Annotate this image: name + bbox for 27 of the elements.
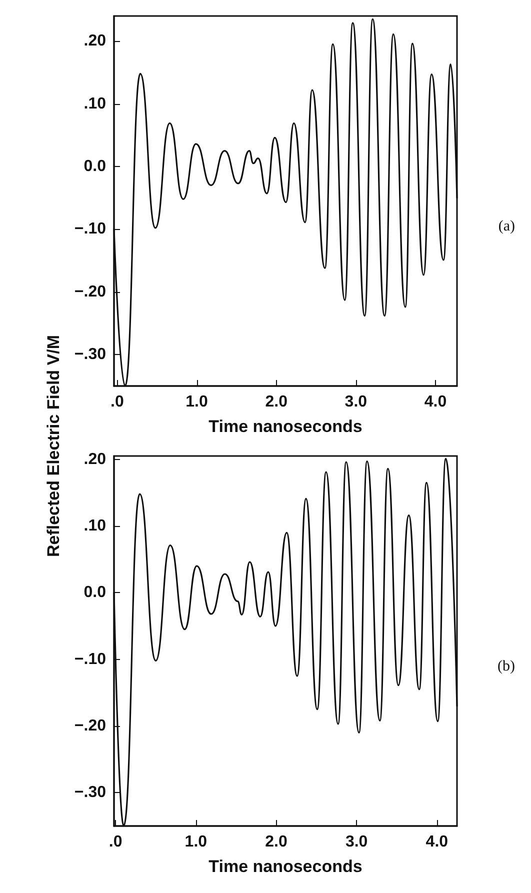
x-tick-label: 3.0 (344, 394, 368, 410)
x-tick-label: 4.0 (424, 394, 447, 410)
x-tick-label: 3.0 (345, 834, 368, 850)
y-tick-label: −.20 (74, 718, 106, 734)
x-tick-label: 1.0 (186, 394, 208, 410)
text: (b) (498, 658, 516, 675)
y-tick-label: .10 (84, 95, 106, 112)
y-tick-label: .10 (84, 518, 106, 534)
y-axis-title: Reflected Electric Field V/M (44, 334, 64, 558)
y-tick-label: −.10 (74, 220, 106, 238)
text: (a) (498, 218, 516, 235)
y-tick-label: −.30 (74, 784, 106, 802)
x-tick-label: 1.0 (184, 834, 208, 850)
y-tick-label: 0.0 (84, 158, 106, 176)
y-tick-label: −.30 (74, 346, 106, 364)
x-axis-title: Time nanoseconds (208, 857, 362, 876)
y-tick-label: 0.0 (84, 584, 106, 602)
x-tick-label: 2.0 (265, 834, 288, 850)
y-tick-label: −.20 (74, 283, 106, 300)
y-tick-label: .20 (84, 450, 106, 468)
y-tick-label: −.10 (74, 650, 106, 668)
x-axis-title: Time nanoseconds (208, 417, 362, 436)
x-tick-label: 2.0 (265, 394, 288, 410)
x-tick-label: 4.0 (426, 834, 448, 850)
y-tick-label: .20 (84, 32, 106, 50)
x-tick-label: .0 (110, 394, 124, 410)
x-tick-label: .0 (108, 834, 122, 850)
